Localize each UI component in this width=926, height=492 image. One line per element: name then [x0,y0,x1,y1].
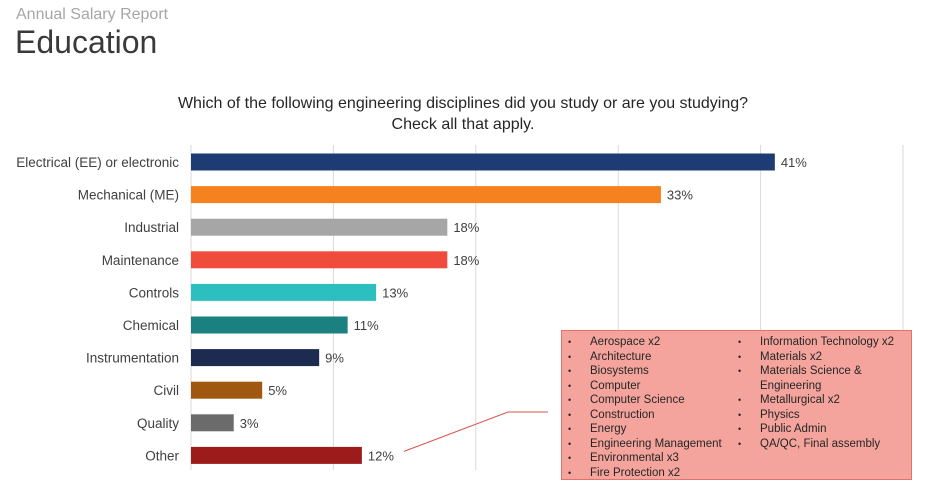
value-label: 5% [268,383,287,398]
bar [191,186,661,204]
other-breakdown-item: Computer [568,379,740,394]
category-label: Mechanical (ME) [78,188,179,203]
category-label: Instrumentation [86,351,179,366]
other-breakdown-item: Energy [568,422,740,437]
other-breakdown-item: Construction [568,408,740,423]
bar [191,283,377,301]
value-label: 18% [453,253,479,268]
value-label: 9% [325,351,344,366]
bar [191,446,362,464]
other-breakdown-item: Information Technology x2 [738,335,910,350]
other-breakdown-item: Biosystems [568,364,740,379]
bar [191,218,448,236]
category-label: Maintenance [102,253,179,268]
value-label: 12% [368,448,394,463]
category-label: Electrical (EE) or electronic [16,155,179,170]
other-breakdown-item: Computer Science [568,393,740,408]
bar [191,316,348,334]
other-breakdown-item: Metallurgical x2 [738,393,910,408]
value-label: 33% [667,188,693,203]
other-breakdown-item: QA/QC, Final assembly [738,437,910,452]
category-label: Chemical [123,318,179,333]
category-label: Industrial [124,220,179,235]
value-label: 18% [453,220,479,235]
other-breakdown-item: Materials Science & Engineering [738,364,910,393]
value-label: 41% [781,155,807,170]
category-label: Quality [137,416,179,431]
other-breakdown-item: Environmental x3 [568,451,740,466]
value-label: 3% [240,416,259,431]
value-label: 11% [354,318,379,333]
section-title: Education [15,24,158,60]
category-label: Civil [154,383,180,398]
other-breakdown-column-1: Aerospace x2ArchitectureBiosystemsComput… [568,335,740,480]
chart-title-line-2: Check all that apply. [391,116,535,133]
bar [191,349,320,367]
other-breakdown-item: Materials x2 [738,350,910,365]
other-breakdown-column-2: Information Technology x2Materials x2Mat… [738,335,910,451]
other-breakdown-callout: Aerospace x2ArchitectureBiosystemsComput… [561,330,912,480]
other-breakdown-item: Engineering Management [568,437,740,452]
bar [191,251,448,269]
bar [191,414,234,432]
report-label: Annual Salary Report [16,6,169,23]
other-breakdown-item: Physics [738,408,910,423]
other-breakdown-item: Aerospace x2 [568,335,740,350]
other-breakdown-item: Public Admin [738,422,910,437]
bar [191,153,775,171]
bar [191,381,263,399]
value-label: 13% [382,285,408,300]
category-label: Controls [129,285,180,300]
chart-title: Which of the following engineering disci… [0,93,926,135]
other-breakdown-item: Fire Protection x2 [568,466,740,481]
chart-title-line-1: Which of the following engineering disci… [177,95,749,112]
category-label: Other [145,448,179,463]
other-breakdown-item: Architecture [568,350,740,365]
callout-leader-line [403,411,548,452]
